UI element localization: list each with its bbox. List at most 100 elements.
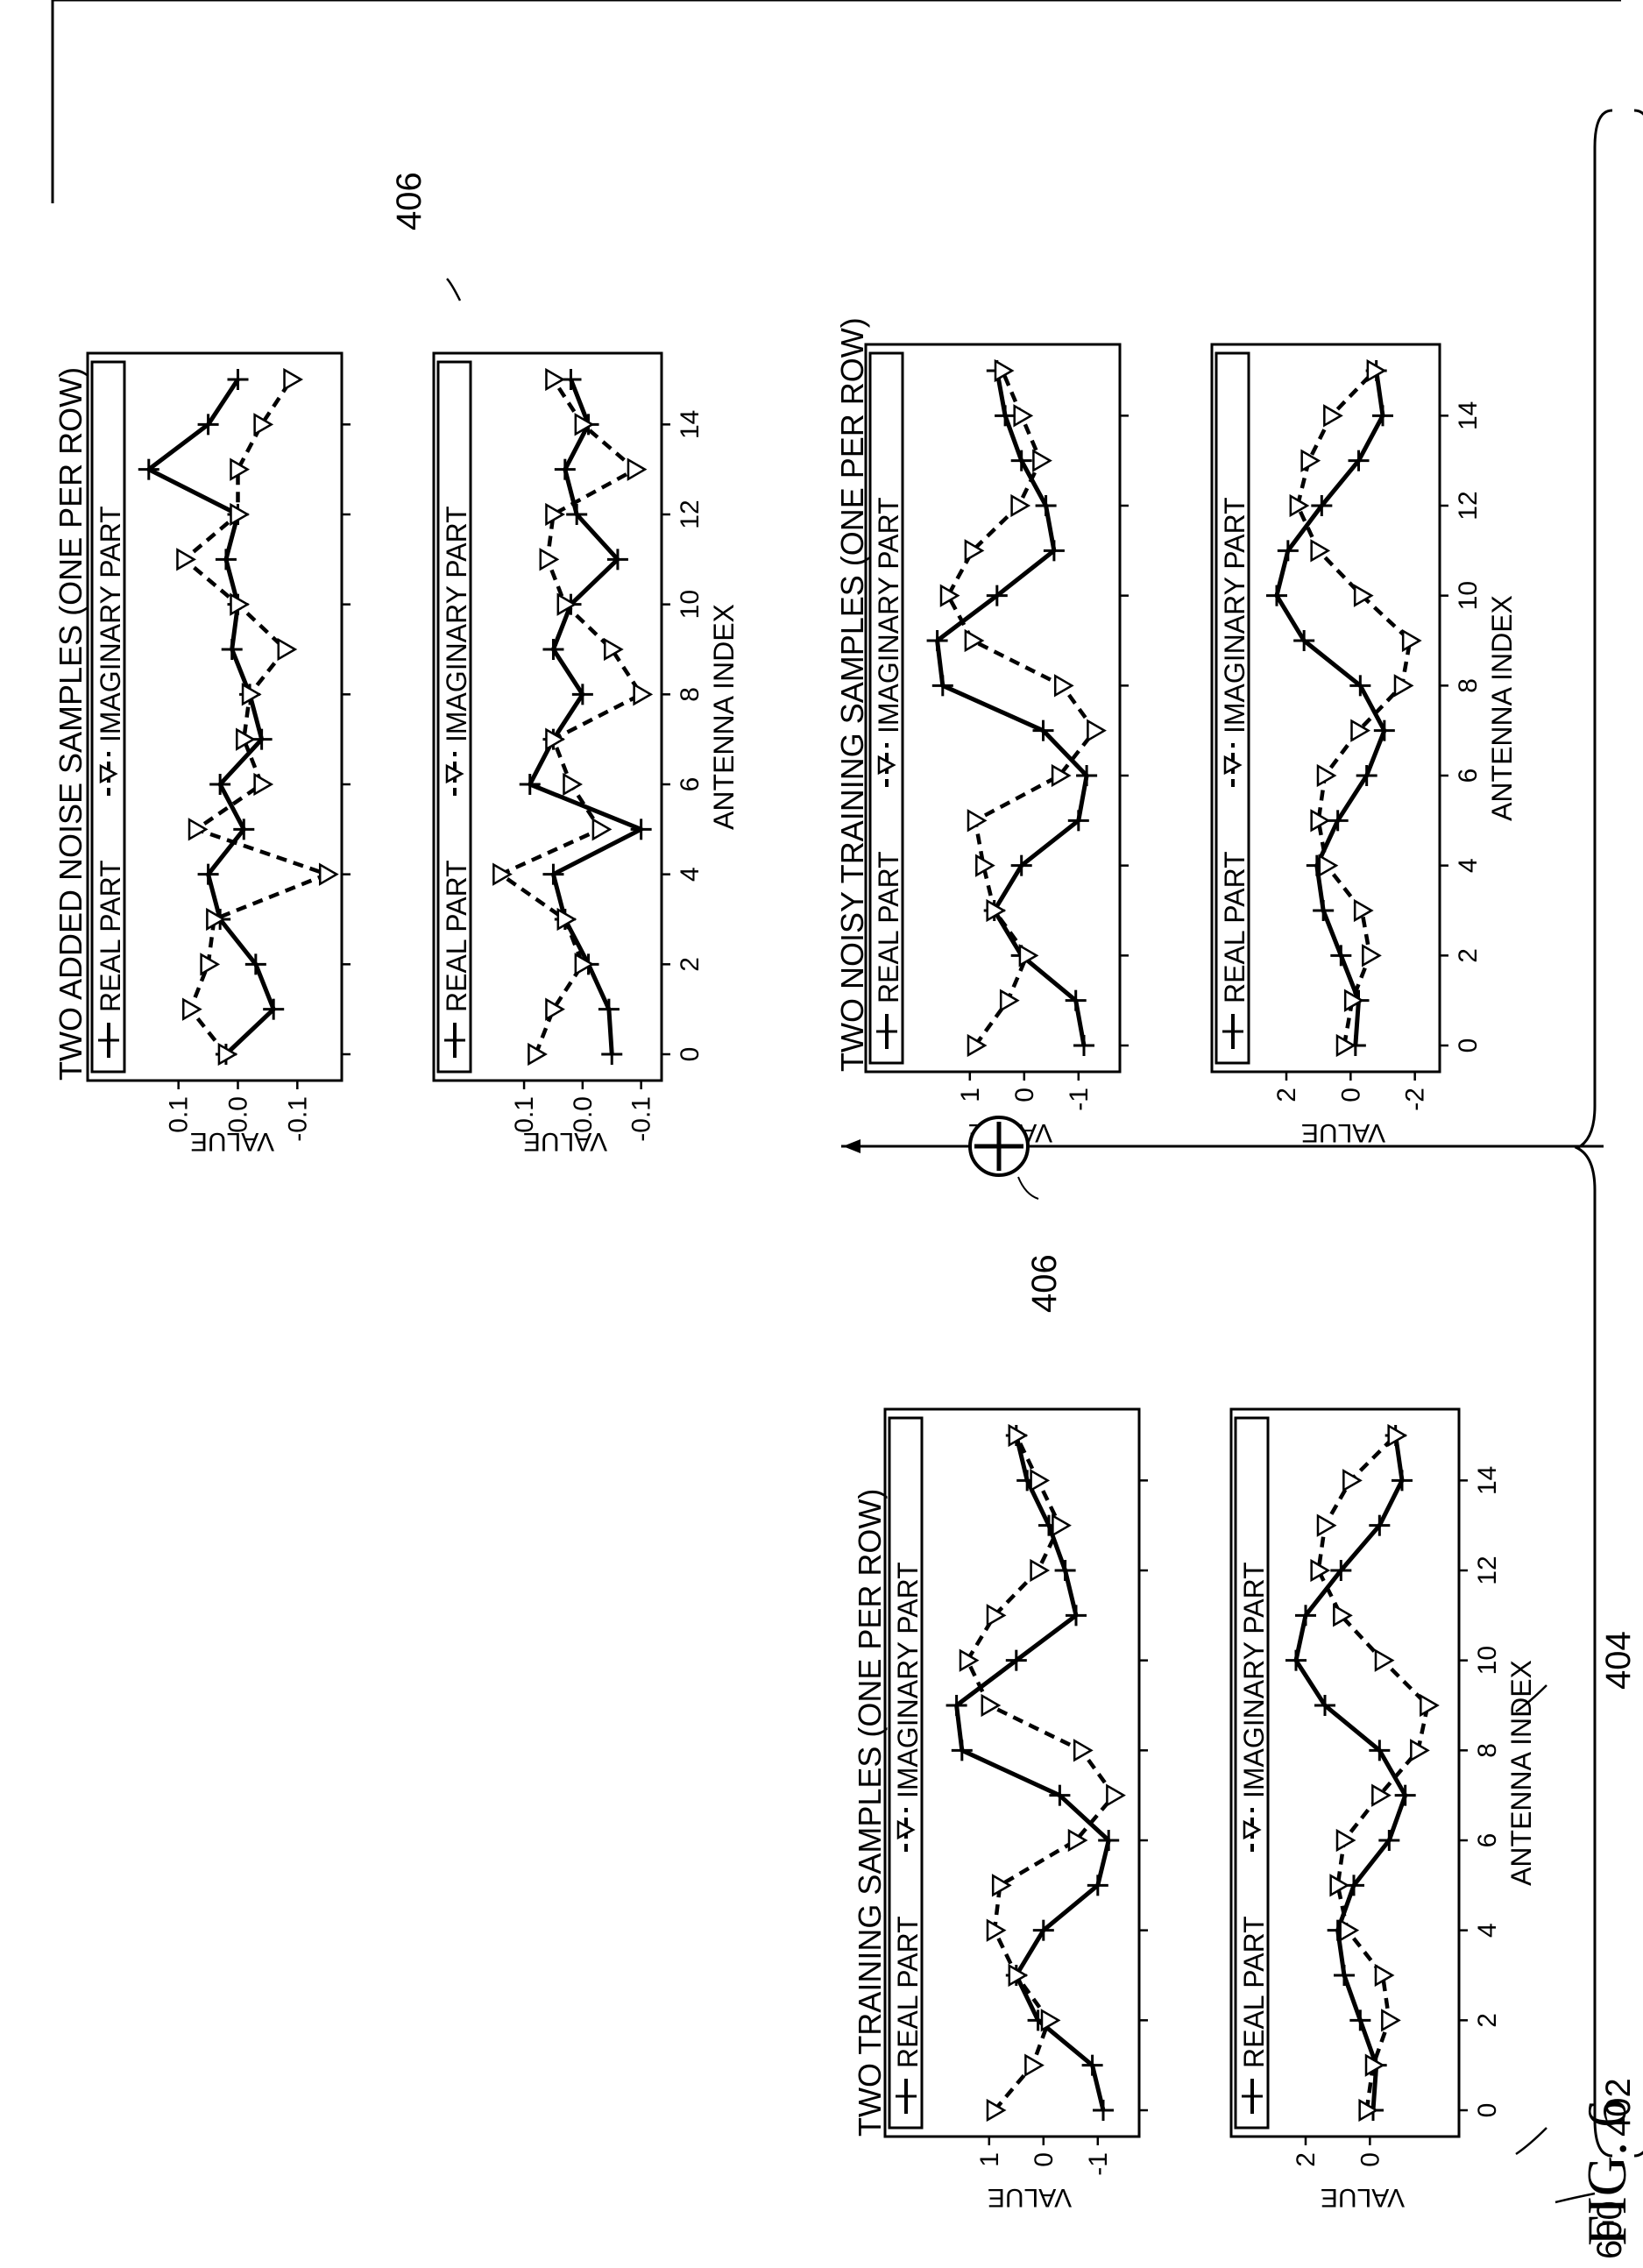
noise-row1-ytick-label: -0.1 bbox=[283, 1096, 312, 1142]
training-row1-point-real bbox=[1005, 1649, 1027, 1671]
noisy-section-title: TWO NOISY TRAINING SAMPLES (ONE PER ROW) bbox=[834, 317, 870, 1072]
training-row2-point-real bbox=[1369, 1740, 1391, 1761]
training-row1-point-imaginary bbox=[959, 1648, 980, 1672]
noisy-row2-ylabel: VALUE bbox=[1301, 1118, 1385, 1147]
training-row2-point-real bbox=[1295, 1605, 1316, 1627]
adder-symbol bbox=[968, 1116, 1030, 1177]
training-row1-point-real bbox=[951, 1740, 973, 1761]
training-row2-point-imaginary bbox=[1329, 1874, 1350, 1897]
training-row2-xtick-label: 4 bbox=[1473, 1923, 1502, 1938]
noise-row1-point-imaginary bbox=[277, 637, 298, 662]
training-row2-legend-real-label: REAL PART bbox=[1238, 1916, 1270, 2068]
noisy-row2-point-imaginary bbox=[1401, 628, 1422, 653]
noisy-row1-legend-imag-label: IMAGINARY PART bbox=[873, 497, 904, 734]
noise-row2-point-imaginary bbox=[604, 637, 624, 662]
noisy-row1-point-imaginary bbox=[964, 628, 985, 653]
noisy-row2-point-imaginary bbox=[1366, 358, 1387, 383]
noise-row2-line-real bbox=[528, 379, 644, 1055]
training-row2-legend: REAL PART IMAGINARY PART bbox=[1234, 1416, 1270, 2130]
training-row2-series-real bbox=[1285, 1425, 1416, 2121]
noisy-row1-point-imaginary bbox=[964, 539, 985, 563]
training-row2-ytick-label: 0 bbox=[1356, 2152, 1385, 2167]
training-row2-point-real bbox=[1285, 1649, 1307, 1671]
training-row2-point-imaginary bbox=[1381, 2009, 1401, 2032]
noisy-row1-point-real bbox=[1010, 854, 1032, 876]
noise-row1-legend-imag-label: IMAGINARY PART bbox=[95, 506, 126, 742]
noisy-row2-point-imaginary bbox=[1316, 763, 1337, 788]
training-row2-point-imaginary bbox=[1420, 1693, 1440, 1718]
noise-row1-point-imaginary bbox=[206, 907, 226, 932]
training-row1-ytick-label: -1 bbox=[1084, 2152, 1113, 2176]
noisy-row2-ytick-label: 0 bbox=[1336, 1088, 1365, 1102]
training-row1-point-imaginary bbox=[1024, 2053, 1045, 2077]
training-row1-legend-imag-label: IMAGINARY PART bbox=[892, 1562, 924, 1798]
noisy-row2-point-real bbox=[1348, 450, 1370, 471]
training-row1-point-imaginary bbox=[1067, 1828, 1088, 1853]
training-row1-legend-real-label: REAL PART bbox=[892, 1916, 924, 2068]
noisy-row2-legend-imag-label: IMAGINARY PART bbox=[1219, 497, 1250, 734]
training-row2-point-imaginary bbox=[1371, 1783, 1392, 1807]
training-row1-point-imaginary bbox=[1030, 1558, 1051, 1583]
training-row1-ylabel: VALUE bbox=[988, 2183, 1072, 2212]
noise-row1-ylabel: VALUE bbox=[190, 1127, 274, 1156]
training-row1-series-real bbox=[945, 1425, 1120, 2121]
training-row2-xtick-label: 6 bbox=[1473, 1833, 1502, 1848]
noise-row1-point-real bbox=[244, 953, 266, 975]
noise-row2-series-imaginary bbox=[492, 367, 654, 1067]
noisy-row1-line-imaginary bbox=[945, 370, 1097, 1047]
training-row1-point-imaginary bbox=[1106, 1783, 1126, 1807]
noise-row1-point-imaginary bbox=[188, 818, 209, 841]
training-row1-point-real bbox=[1098, 1830, 1120, 1851]
noise-row2-point-imaginary bbox=[492, 862, 513, 886]
noise-row2-point-real bbox=[606, 549, 628, 571]
noisy-row1-point-real bbox=[1076, 765, 1098, 786]
noise-row1-point-imaginary bbox=[200, 953, 221, 976]
training-row2-xtick-label: 14 bbox=[1473, 1466, 1502, 1495]
noise-row2-line-imaginary bbox=[499, 378, 643, 1055]
noise-row1-line-imaginary bbox=[182, 378, 329, 1056]
training-row2-xtick-label: 0 bbox=[1473, 2103, 1502, 2118]
noise-row1-point-real bbox=[215, 549, 237, 571]
training-row1-point-real bbox=[945, 1695, 967, 1716]
noise-row1-point-imaginary bbox=[230, 502, 250, 527]
noisy-row2-xlabel: ANTENNA INDEX bbox=[1486, 595, 1518, 821]
leader-arrow-noisy bbox=[446, 278, 462, 301]
training-row2-point-real bbox=[1349, 2009, 1371, 2031]
noise-row2-ytick-label: -0.1 bbox=[627, 1096, 656, 1142]
training-row1-point-imaginary bbox=[986, 1604, 1007, 1627]
noisy-row1-point-imaginary bbox=[967, 809, 988, 833]
noise-row2-legend: REAL PART IMAGINARY PART bbox=[436, 360, 472, 1074]
noise-row1-point-imaginary bbox=[283, 367, 304, 392]
noise-row1-plot-frame bbox=[86, 351, 343, 1082]
noisy-row2-point-real bbox=[1349, 675, 1371, 697]
training-row2-ylabel: VALUE bbox=[1321, 2183, 1405, 2212]
noisy-row1-point-imaginary bbox=[994, 358, 1015, 383]
training-row1-ytick-label: 0 bbox=[1030, 2152, 1059, 2167]
training-row1-series-imaginary bbox=[959, 1423, 1126, 2123]
plot-training-row2: REAL PART IMAGINARY PART VALUE 2 0 0 2 4 6 8 10 12 1… bbox=[1229, 1407, 1537, 2212]
noise-row1-point-real bbox=[209, 774, 231, 795]
training-row1-point-imaginary bbox=[1052, 1513, 1072, 1537]
noise-row1-series-imaginary bbox=[176, 367, 339, 1067]
noisy-row1-point-real bbox=[1067, 810, 1089, 832]
noisy-row2-point-imaginary bbox=[1353, 584, 1374, 607]
noise-section-title: TWO ADDED NOISE SAMPLES (ONE PER ROW) bbox=[53, 367, 89, 1081]
training-row1-point-imaginary bbox=[991, 1874, 1012, 1897]
noise-row2-xtick-label: 10 bbox=[676, 590, 705, 619]
noisy-row2-point-imaginary bbox=[1393, 674, 1414, 698]
noisy-row1-point-imaginary bbox=[1053, 674, 1074, 698]
training-row1-point-real bbox=[1054, 1560, 1076, 1581]
noise-row1-point-real bbox=[227, 369, 249, 390]
noisy-row2-point-real bbox=[1327, 810, 1349, 832]
noise-row2-point-imaginary bbox=[556, 907, 577, 932]
training-row2-point-imaginary bbox=[1310, 1558, 1331, 1583]
noisy-row2-xtick-label: 14 bbox=[1454, 401, 1483, 430]
noisy-row1-line-real bbox=[935, 370, 1089, 1046]
noise-row1-point-imaginary bbox=[217, 1042, 238, 1067]
training-row1-point-real bbox=[1049, 1784, 1071, 1806]
training-row1-point-imaginary bbox=[986, 1918, 1007, 1942]
noisy-row2-point-real bbox=[1311, 495, 1333, 516]
noise-row1-point-imaginary bbox=[182, 997, 202, 1021]
training-row1-point-imaginary bbox=[1030, 1469, 1051, 1492]
